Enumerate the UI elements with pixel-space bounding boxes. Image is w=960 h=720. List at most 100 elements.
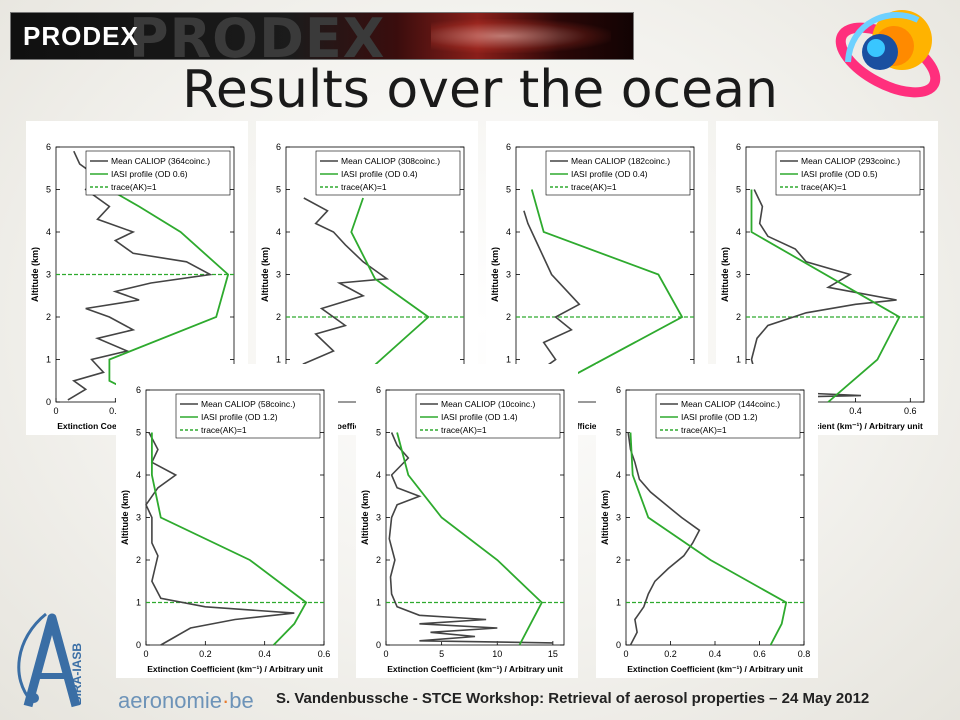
x-axis-label: Extinction Coefficient (km⁻¹) / Arbitrar… xyxy=(387,664,563,674)
legend-box xyxy=(655,393,801,439)
y-axis-label: Altitude (km) xyxy=(720,247,730,302)
chart-2: 0123456Altitude (km)Extinction Coefficie… xyxy=(260,142,465,431)
y-tick-label: 5 xyxy=(276,185,281,195)
legend-entry: trace(AK)=1 xyxy=(111,182,157,192)
caliop-series-line xyxy=(302,197,390,395)
caliop-series-line xyxy=(627,432,701,646)
prodex-banner-glow xyxy=(431,19,611,53)
legend-entry: IASI profile (OD 1.4) xyxy=(441,412,518,422)
x-tick-label: 0.2 xyxy=(199,649,212,659)
y-tick-label: 5 xyxy=(736,185,741,195)
x-tick-label: 0.2 xyxy=(664,649,677,659)
chart-panel-6: 0 1 2 3 4 5 6 0 5 10 15 Altitude (km) Extinction Coe… xyxy=(356,364,578,678)
y-tick-label: 1 xyxy=(506,355,511,365)
y-tick-label: 4 xyxy=(136,470,141,480)
iasi-series-line xyxy=(151,432,308,646)
x-tick-label: 0.4 xyxy=(849,406,862,416)
legend-entry: Mean CALIOP (308coinc.) xyxy=(341,156,440,166)
x-axis-label: Extinction Coefficient (km⁻¹) / Arbitrar… xyxy=(147,664,323,674)
stce-sun-logo xyxy=(835,10,941,98)
x-tick-label: 0 xyxy=(623,649,628,659)
iasi-series-line xyxy=(108,188,230,403)
y-tick-label: 4 xyxy=(46,227,51,237)
y-tick-label: 5 xyxy=(136,428,141,438)
x-axis-label: Extinction Coefficient (km⁻¹) / Arbitrar… xyxy=(627,664,803,674)
x-tick-label: 10 xyxy=(492,649,502,659)
y-tick-label: 3 xyxy=(46,270,51,280)
y-axis-label: Altitude (km) xyxy=(260,247,270,302)
prodex-banner-logo: PRODEX PRODEX xyxy=(10,12,634,60)
x-tick-label: 0.4 xyxy=(709,649,722,659)
y-axis-label: Altitude (km) xyxy=(600,490,610,545)
y-tick-label: 2 xyxy=(136,555,141,565)
y-tick-label: 1 xyxy=(46,355,51,365)
legend-box xyxy=(175,393,321,439)
x-tick-label: 5 xyxy=(439,649,444,659)
y-tick-label: 0 xyxy=(46,397,51,407)
iasi-series-line xyxy=(396,432,543,646)
prodex-banner-text: PRODEX xyxy=(23,21,139,51)
x-tick-label: 0.1 xyxy=(109,406,122,416)
x-tick-label: 0.6 xyxy=(904,406,917,416)
legend-box xyxy=(545,150,691,196)
x-tick-label: 0.6 xyxy=(318,649,331,659)
y-tick-label: 6 xyxy=(46,142,51,152)
x-tick-label: 0 xyxy=(383,649,388,659)
legend-entry: IASI profile (OD 0.4) xyxy=(571,169,648,179)
y-tick-label: 2 xyxy=(736,312,741,322)
x-tick-label: 15 xyxy=(548,649,558,659)
legend-entry: IASI profile (OD 0.4) xyxy=(341,169,418,179)
legend-entry: Mean CALIOP (58coinc.) xyxy=(201,399,295,409)
chart-panel-5: 0 1 2 3 4 5 6 0 0.2 0.4 0.6 Altitude (km) Extinction… xyxy=(116,364,338,678)
legend-entry: trace(AK)=1 xyxy=(441,425,487,435)
y-tick-label: 2 xyxy=(616,555,621,565)
y-axis-label: Altitude (km) xyxy=(120,490,130,545)
y-tick-label: 6 xyxy=(736,142,741,152)
legend-entry: trace(AK)=1 xyxy=(571,182,617,192)
x-tick-label: 0.6 xyxy=(753,649,766,659)
y-tick-label: 0 xyxy=(136,640,141,650)
x-tick-label: 0.4 xyxy=(258,649,271,659)
y-tick-label: 6 xyxy=(136,385,141,395)
aeronomie-logo-text: aeronomie·be xyxy=(118,688,254,713)
x-axis-label: Extinction Coefficient (km⁻¹) / Arbitrar… xyxy=(747,421,923,431)
y-tick-label: 5 xyxy=(46,185,51,195)
y-tick-label: 1 xyxy=(736,355,741,365)
y-tick-label: 3 xyxy=(376,513,381,523)
slide-title: Results over the ocean xyxy=(182,60,778,120)
y-tick-label: 2 xyxy=(376,555,381,565)
y-tick-label: 5 xyxy=(616,428,621,438)
y-axis-label: Altitude (km) xyxy=(30,247,40,302)
iasi-series-line xyxy=(629,432,788,646)
y-axis-label: Altitude (km) xyxy=(360,490,370,545)
y-tick-label: 1 xyxy=(616,598,621,608)
y-tick-label: 2 xyxy=(276,312,281,322)
chart-6: 0 1 2 3 4 5 6 0 5 10 15 Altitude (km) Extinction Coe… xyxy=(360,385,565,674)
caliop-series-line xyxy=(388,432,553,644)
legend-entry: IASI profile (OD 0.6) xyxy=(111,169,188,179)
y-tick-label: 2 xyxy=(506,312,511,322)
y-tick-label: 0 xyxy=(616,640,621,650)
legend-entry: IASI profile (OD 1.2) xyxy=(681,412,758,422)
iasi-series-line xyxy=(350,197,430,382)
y-tick-label: 2 xyxy=(46,312,51,322)
y-axis-label: Altitude (km) xyxy=(490,247,500,302)
y-tick-label: 6 xyxy=(616,385,621,395)
y-tick-label: 5 xyxy=(376,428,381,438)
y-tick-label: 1 xyxy=(136,598,141,608)
legend-entry: trace(AK)=1 xyxy=(201,425,247,435)
legend-entry: IASI profile (OD 0.5) xyxy=(801,169,878,179)
aeronomie-suffix: be xyxy=(229,688,254,713)
bira-iasb-logo xyxy=(17,612,81,708)
chart-5: 0 1 2 3 4 5 6 0 0.2 0.4 0.6 Altitude (km) Extinction… xyxy=(120,385,331,674)
y-tick-label: 5 xyxy=(506,185,511,195)
aeronomie-site: aeronomie xyxy=(118,688,222,713)
y-tick-label: 1 xyxy=(276,355,281,365)
footer-citation: S. Vandenbussche - STCE Workshop: Retrie… xyxy=(276,690,870,707)
legend-entry: Mean CALIOP (293coinc.) xyxy=(801,156,900,166)
